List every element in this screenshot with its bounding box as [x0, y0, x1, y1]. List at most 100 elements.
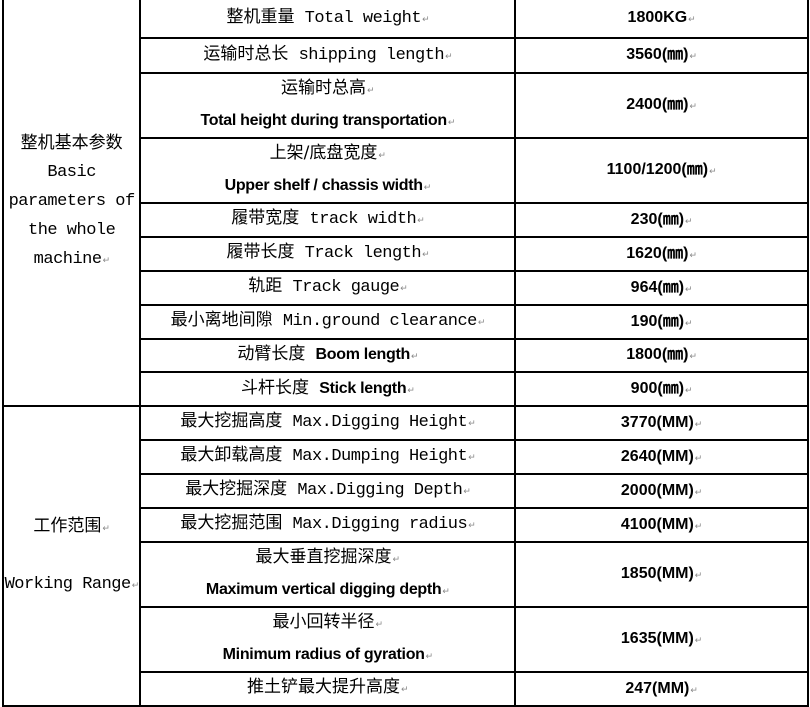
parameter-value-cell: 2000(MM)	[514, 473, 809, 509]
spec-row: 运输时总长 shipping length 3560(㎜)	[3, 37, 809, 74]
parameter-name-en: Min.ground clearance	[283, 312, 485, 331]
parameter-name-zh: 运输时总高	[141, 74, 514, 106]
parameter-value: 247(MM)	[625, 680, 698, 697]
parameter-name-en: Total height during transportation	[141, 106, 514, 137]
spec-row: 动臂长度 Boom length 1800(㎜)	[3, 338, 809, 373]
parameter-name-zh: 轨距	[248, 276, 283, 296]
parameter-name-zh: 上架/底盘宽度	[141, 139, 514, 171]
parameter-name-en: track width	[310, 210, 425, 229]
parameter-name-en: Maximum vertical digging depth	[141, 575, 514, 606]
parameter-name-zh: 整机重量	[226, 6, 295, 27]
parameter-value: 2640(MM)	[621, 448, 702, 465]
parameter-value-cell: 900(㎜)	[514, 371, 809, 407]
parameter-name-zh: 最小离地间隙	[170, 310, 273, 330]
parameter-name-cell: 最小回转半径Minimum radius of gyration	[139, 606, 517, 673]
spec-row: 最小回转半径Minimum radius of gyration 1635(MM)	[3, 606, 809, 673]
parameter-value: 3770(MM)	[621, 414, 702, 431]
parameter-name-zh: 履带宽度	[231, 208, 300, 228]
spec-row: 运输时总高Total height during transportation 2…	[3, 72, 809, 139]
parameter-name-zh: 最大挖掘深度	[185, 479, 288, 499]
parameter-name-en: Max.Digging radius	[293, 515, 476, 534]
parameter-value: 964(㎜)	[631, 279, 693, 296]
parameter-name-en: Boom length	[316, 346, 419, 363]
parameter-value-cell: 1620(㎜)	[514, 236, 809, 272]
spec-row: 最大挖掘深度 Max.Digging Depth 2000(MM)	[3, 473, 809, 509]
parameter-value: 1100/1200(㎜)	[607, 161, 717, 178]
parameter-name-cell: 最大垂直挖掘深度Maximum vertical digging depth	[139, 541, 517, 608]
parameter-value-cell: 1850(MM)	[514, 541, 809, 608]
parameter-value: 230(㎜)	[631, 211, 693, 228]
spec-row: 整机基本参数 Basic parameters of the whole mach…	[1, 0, 809, 407]
parameter-value: 2400(㎜)	[626, 96, 697, 113]
group-label-en: Basic parameters of the whole machine	[4, 158, 139, 276]
parameter-value: 2000(MM)	[621, 482, 702, 499]
parameter-name-cell: 最大挖掘范围 Max.Digging radius	[139, 507, 517, 543]
parameter-name-cell: 最大挖掘高度 Max.Digging Height	[139, 405, 517, 441]
parameter-value-cell: 1800(㎜)	[514, 338, 809, 373]
parameter-name-zh: 履带长度	[226, 242, 295, 262]
spec-row: 上架/底盘宽度Upper shelf / chassis width 1100/1…	[3, 137, 809, 204]
parameter-value: 1850(MM)	[621, 565, 702, 582]
spec-row: 斗杆长度 Stick length 900(㎜)	[3, 371, 809, 407]
parameter-value: 4100(MM)	[621, 516, 702, 533]
parameter-name-zh: 动臂长度	[237, 344, 306, 364]
parameter-value-cell: 1800KG	[514, 0, 809, 39]
parameter-value: 190(㎜)	[631, 313, 693, 330]
spec-row: 最小离地间隙 Min.ground clearance 190(㎜)	[3, 304, 809, 340]
spec-row: 履带长度 Track length 1620(㎜)	[3, 236, 809, 272]
parameter-value-cell: 964(㎜)	[514, 270, 809, 306]
parameter-value-cell: 2640(MM)	[514, 439, 809, 475]
parameter-name-cell: 推土铲最大提升高度	[139, 671, 517, 707]
parameter-name-en: Track gauge	[293, 278, 408, 297]
parameter-value: 1620(㎜)	[626, 245, 697, 262]
parameter-name-cell: 动臂长度 Boom length	[139, 338, 517, 373]
parameter-name-zh: 最大垂直挖掘深度	[141, 543, 514, 575]
parameter-name-cell: 运输时总高Total height during transportation	[139, 72, 517, 139]
parameter-name-zh: 运输时总长	[203, 43, 289, 64]
parameter-name-en: Max.Digging Height	[293, 413, 476, 432]
parameter-value-cell: 1635(MM)	[514, 606, 809, 673]
parameter-value-cell: 247(MM)	[514, 671, 809, 707]
parameter-name-cell: 履带长度 Track length	[139, 236, 517, 272]
spec-row: 最大挖掘范围 Max.Digging radius 4100(MM)	[3, 507, 809, 543]
parameter-name-en: Track length	[305, 244, 429, 263]
group-label-zh: 工作范围	[4, 512, 139, 544]
group-label-cell: 工作范围 Working Range	[1, 405, 142, 707]
parameter-value: 900(㎜)	[631, 380, 693, 397]
parameter-name-zh: 最大挖掘范围	[180, 513, 283, 533]
parameter-name-cell: 最大卸载高度 Max.Dumping Height	[139, 439, 517, 475]
parameter-value: 1800(㎜)	[626, 346, 697, 363]
parameter-name-cell: 履带宽度 track width	[139, 202, 517, 238]
parameter-name-cell: 轨距 Track gauge	[139, 270, 517, 306]
parameter-name-cell: 斗杆长度 Stick length	[139, 371, 517, 407]
parameter-name-en: Max.Digging Depth	[297, 481, 470, 500]
spec-row: 最大垂直挖掘深度Maximum vertical digging depth 18…	[3, 541, 809, 608]
parameter-name-en: Total weight	[305, 9, 429, 28]
group-label-en: Working Range	[4, 570, 139, 601]
group-label-zh: 整机基本参数	[20, 133, 123, 153]
parameter-name-zh: 推土铲最大提升高度	[247, 677, 409, 697]
group-label-cell: 整机基本参数 Basic parameters of the whole mach…	[1, 0, 142, 407]
parameter-name-cell: 最大挖掘深度 Max.Digging Depth	[139, 473, 517, 509]
parameter-value: 1800KG	[628, 9, 696, 26]
parameter-value: 1635(MM)	[621, 630, 702, 647]
parameter-value-cell: 1100/1200(㎜)	[514, 137, 809, 204]
parameter-name-en: shipping length	[299, 46, 453, 65]
parameter-name-cell: 整机重量 Total weight	[139, 0, 517, 39]
spec-row: 最大卸载高度 Max.Dumping Height 2640(MM)	[3, 439, 809, 475]
spec-row: 履带宽度 track width 230(㎜)	[3, 202, 809, 238]
parameter-name-zh: 最小回转半径	[141, 608, 514, 640]
parameter-name-cell: 上架/底盘宽度Upper shelf / chassis width	[139, 137, 517, 204]
parameter-name-zh: 最大卸载高度	[180, 445, 283, 465]
parameter-value-cell: 190(㎜)	[514, 304, 809, 340]
parameter-name-zh: 斗杆长度	[241, 377, 310, 398]
parameter-name-en: Minimum radius of gyration	[141, 640, 514, 671]
parameter-value: 3560(㎜)	[626, 46, 697, 63]
parameter-value-cell: 4100(MM)	[514, 507, 809, 543]
parameter-value-cell: 3560(㎜)	[514, 37, 809, 74]
parameter-value-cell: 230(㎜)	[514, 202, 809, 238]
parameter-name-cell: 运输时总长 shipping length	[139, 37, 517, 74]
parameter-value-cell: 3770(MM)	[514, 405, 809, 441]
spec-row: 工作范围 Working Range 最大挖掘高度 Max.Digging Heig…	[1, 405, 809, 707]
